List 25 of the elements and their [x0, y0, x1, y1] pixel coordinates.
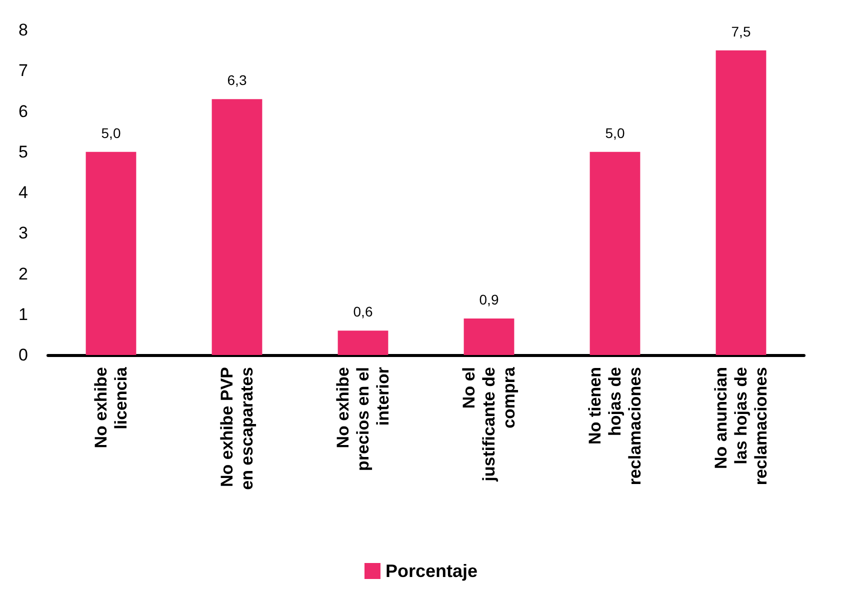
y-tick-label: 2 — [18, 264, 28, 284]
y-tick-label: 8 — [18, 20, 28, 40]
data-label: 6,3 — [227, 72, 247, 88]
bar — [338, 330, 388, 355]
data-label: 0,9 — [479, 291, 499, 308]
y-tick-label: 5 — [18, 142, 28, 162]
y-tick-label: 1 — [18, 304, 28, 324]
x-tick-label: No el justificante de compra — [460, 366, 518, 482]
data-label: 0,6 — [353, 304, 373, 320]
y-tick-label: 7 — [18, 61, 28, 80]
y-tick-label: 4 — [18, 183, 28, 202]
bar — [212, 99, 262, 355]
y-tick-label: 3 — [18, 224, 28, 243]
y-tick-label: 0 — [18, 346, 28, 364]
data-label: 5,0 — [605, 124, 625, 141]
bar — [716, 50, 766, 355]
data-label: 7,5 — [731, 23, 751, 40]
y-tick-label: 6 — [18, 102, 28, 121]
bar — [464, 318, 514, 355]
bar — [590, 152, 640, 355]
legend-label: Porcentaje — [385, 561, 478, 581]
bar — [86, 152, 136, 355]
x-tick-label: No exhibe precios en el interior — [334, 366, 392, 471]
data-label: 5,0 — [101, 124, 121, 141]
x-tick-label: No exhibe licencia — [92, 366, 130, 448]
